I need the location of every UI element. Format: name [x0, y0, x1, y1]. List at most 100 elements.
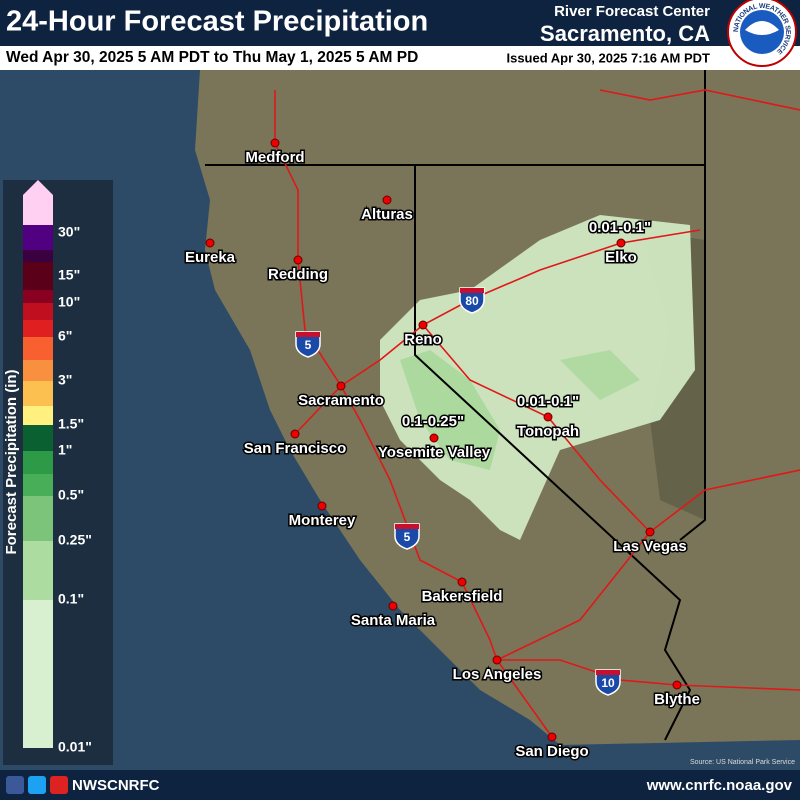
- city-dot: [336, 381, 346, 391]
- city-label: San Francisco: [244, 440, 347, 457]
- legend-label: 0.25": [58, 532, 92, 548]
- legend-label: 0.5": [58, 487, 84, 503]
- legend-label: 0.1": [58, 591, 84, 607]
- city-label: Eureka: [185, 249, 236, 266]
- legend-label: 0.01": [58, 739, 92, 755]
- office-location: Sacramento, CA: [540, 21, 710, 46]
- city-label: Sacramento: [298, 392, 384, 409]
- city-dot: [429, 433, 439, 443]
- title-bar: [0, 0, 800, 46]
- city-dot: [388, 601, 398, 611]
- city-dot: [672, 680, 682, 690]
- office: River Forecast Center: [554, 3, 710, 20]
- legend-swatch: [23, 600, 53, 748]
- interstate-number: 10: [601, 676, 615, 690]
- region-label: 0.1-0.25": [402, 413, 464, 430]
- city-label: Las Vegas: [613, 538, 686, 555]
- legend-box: [3, 180, 113, 765]
- source-note: Source: US National Park Service: [690, 759, 795, 766]
- legend-label: 1": [58, 442, 72, 458]
- city-dot: [543, 412, 553, 422]
- city-label: Elko: [605, 249, 637, 266]
- youtube-icon[interactable]: [50, 776, 68, 794]
- city-label: Los Angeles: [453, 666, 542, 683]
- city-dot: [616, 238, 626, 248]
- road: [274, 90, 553, 738]
- legend-swatch: [23, 290, 53, 303]
- issued: Issued Apr 30, 2025 7:16 AM PDT: [506, 50, 710, 65]
- legend-swatch: [23, 451, 53, 474]
- city-label: Santa Maria: [351, 612, 436, 629]
- city-dot: [492, 655, 502, 665]
- interstate-shield: [595, 669, 621, 696]
- city-label: Bakersfield: [422, 588, 503, 605]
- legend-label: 10": [58, 294, 80, 310]
- legend-label: 30": [58, 224, 80, 240]
- twitter-icon[interactable]: [28, 776, 46, 794]
- city-dot: [645, 527, 655, 537]
- city-dot: [270, 138, 280, 148]
- city-label: Tonopah: [517, 423, 579, 440]
- city-dot: [293, 255, 303, 265]
- legend-label: 6": [58, 328, 72, 344]
- interstate-shield: [394, 523, 420, 550]
- interstate-shield-top: [395, 524, 419, 529]
- footer-url[interactable]: www.cnrfc.noaa.gov: [646, 777, 793, 794]
- city-dot: [382, 195, 392, 205]
- city-dot: [290, 429, 300, 439]
- city-dot: [418, 320, 428, 330]
- cities: Medford Eureka Alturas Redding Reno Elko Sacra…: [183, 138, 701, 761]
- city-label: Yosemite Valley: [378, 444, 491, 461]
- interstate-number: 5: [305, 338, 312, 352]
- precip-area-medium: [400, 350, 500, 470]
- legend-swatch: [23, 225, 53, 250]
- city-label: Monterey: [289, 512, 356, 529]
- road: [599, 89, 800, 111]
- city-dot: [457, 577, 467, 587]
- road: [294, 229, 701, 435]
- nws-logo: NATIONAL WEATHER SERVICE: [727, 0, 797, 67]
- roads: [274, 89, 800, 738]
- precip-area-medium: [560, 350, 640, 400]
- legend-arrow: [23, 180, 53, 225]
- city-label: Redding: [268, 266, 328, 283]
- title: 24-Hour Forecast Precipitation: [6, 6, 428, 38]
- legend-label: 3": [58, 372, 72, 388]
- interstate-shield: [459, 287, 485, 314]
- interstate-shield-top: [460, 288, 484, 293]
- legend: 30" 15" 10" 6" 3" 1.5" 1" 0.5" 0.25" 0.1" 0.01": [23, 180, 92, 755]
- border: [679, 70, 706, 541]
- city-dot: [205, 238, 215, 248]
- legend-swatch: [23, 496, 53, 541]
- footer-bar: [0, 770, 800, 800]
- logo-cloud: [745, 21, 779, 35]
- subtitle: Wed Apr 30, 2025 5 AM PDT to Thu May 1, …: [6, 49, 418, 66]
- city-label: San Diego: [515, 743, 588, 760]
- interstate-shield: [295, 331, 321, 358]
- legend-swatch: [23, 474, 53, 496]
- city-label: Medford: [245, 149, 304, 166]
- legend-swatch: [23, 360, 53, 381]
- city-dot: [317, 501, 327, 511]
- subtitle-bar: [0, 46, 800, 70]
- interstate-shield-top: [296, 332, 320, 337]
- legend-swatch: [23, 320, 53, 337]
- legend-label: 15": [58, 267, 80, 283]
- facebook-icon[interactable]: [6, 776, 24, 794]
- city-label: Alturas: [361, 206, 413, 223]
- interstate-number: 80: [465, 294, 479, 308]
- interstate-shield-top: [596, 670, 620, 675]
- state-borders: [205, 70, 706, 741]
- legend-swatch: [23, 381, 53, 406]
- legend-label: 1.5": [58, 416, 84, 432]
- legend-swatch: [23, 541, 53, 600]
- legend-swatch: [23, 406, 53, 425]
- border: [414, 165, 692, 741]
- city-label: Blythe: [654, 691, 700, 708]
- legend-swatch: [23, 250, 53, 262]
- city-dot: [547, 732, 557, 742]
- social-handle[interactable]: NWSCNRFC: [72, 777, 160, 794]
- legend-swatch: [23, 425, 53, 451]
- legend-swatch: [23, 262, 53, 290]
